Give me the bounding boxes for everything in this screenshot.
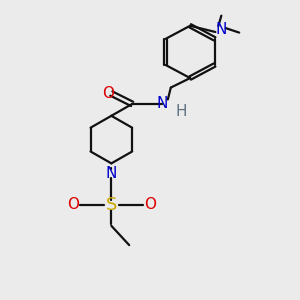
Text: N: N xyxy=(106,166,117,181)
Text: N: N xyxy=(156,96,168,111)
Text: O: O xyxy=(102,86,114,101)
Text: H: H xyxy=(176,104,187,119)
Text: O: O xyxy=(67,197,79,212)
Text: O: O xyxy=(144,197,156,212)
Text: S: S xyxy=(106,196,117,214)
Text: N: N xyxy=(216,22,227,37)
